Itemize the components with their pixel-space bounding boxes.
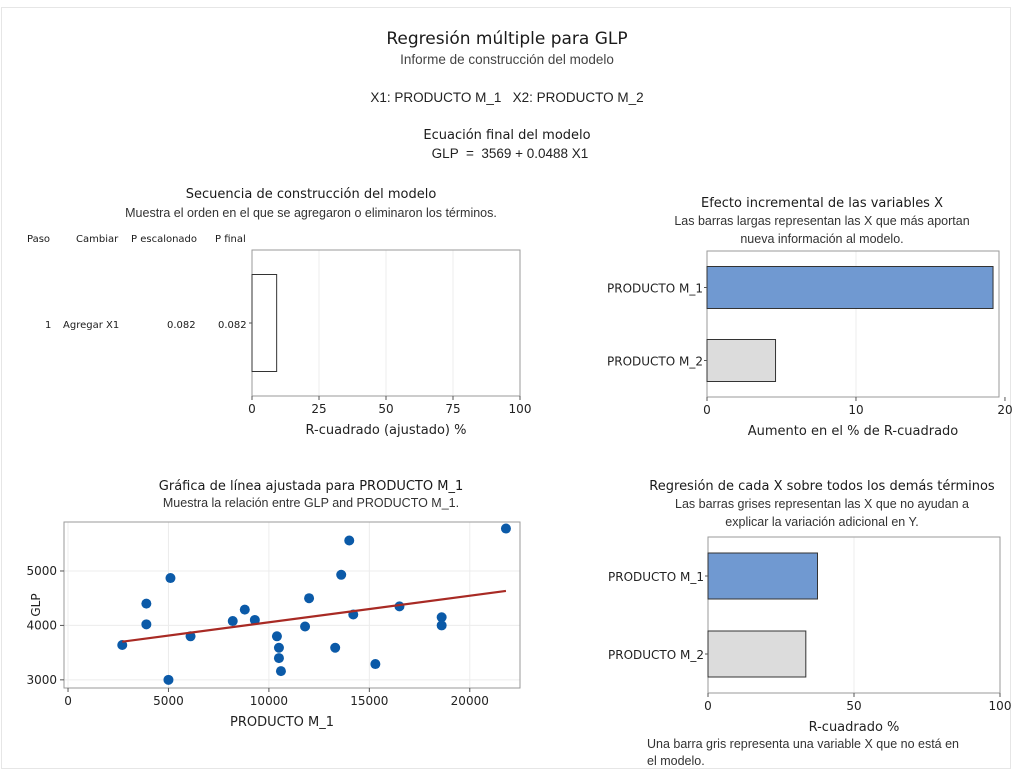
data-point xyxy=(273,653,284,664)
variables-line: X1: PRODUCTO M_1 X2: PRODUCTO M_2 xyxy=(370,90,644,105)
row-p-final: 0.082 xyxy=(218,320,247,331)
data-point xyxy=(336,569,347,580)
col-header-cambiar: Cambiar xyxy=(76,234,119,245)
regression-each-title: Regresión de cada X sobre todos los demá… xyxy=(649,479,995,494)
reg-x-tick-label: 0 xyxy=(704,699,712,713)
data-point xyxy=(271,631,282,642)
reg-bar xyxy=(707,552,818,600)
report-frame xyxy=(1,7,1011,769)
data-point xyxy=(141,598,152,609)
data-point xyxy=(304,593,315,604)
col-header-paso: Paso xyxy=(27,234,51,245)
data-point xyxy=(500,523,511,534)
fit-x-tick-label: 0 xyxy=(64,694,72,708)
inc-x-tick-label: 0 xyxy=(703,403,711,417)
data-point xyxy=(344,535,355,546)
data-point xyxy=(330,642,341,653)
col-header-p-final: P final xyxy=(215,234,246,245)
data-point xyxy=(273,642,284,653)
fit-y-tick-label: 3000 xyxy=(26,673,57,687)
reg-category-label: PRODUCTO M_2 xyxy=(608,648,704,662)
inc-bar xyxy=(706,266,994,309)
inc-x-tick-label: 10 xyxy=(848,403,863,417)
col-header-p-escalonado: P escalonado xyxy=(131,234,198,245)
inc-x-tick-label: 20 xyxy=(997,403,1012,417)
reg-x-tick-label: 50 xyxy=(846,699,861,713)
fit-y-tick-label: 5000 xyxy=(26,564,57,578)
fitted-title: Gráfica de línea ajustada para PRODUCTO … xyxy=(158,479,464,494)
sequence-description: Muestra el orden en el que se agregaron … xyxy=(125,206,497,220)
fitted-regression-line xyxy=(122,589,507,643)
inc-category-label: PRODUCTO M_1 xyxy=(607,282,703,296)
fitted-description: Muestra la relación entre GLP and PRODUC… xyxy=(162,496,460,510)
sequence-title: Secuencia de construcción del modelo xyxy=(185,187,437,202)
reg-x-tick-label: 100 xyxy=(989,699,1012,713)
data-point xyxy=(141,619,152,630)
final-equation: GLP = 3569 + 0.0488 X1 xyxy=(431,146,589,161)
incremental-description-1: Las barras largas representan las X que … xyxy=(674,214,970,228)
row-p-escalonado: 0.082 xyxy=(167,320,196,331)
reg-bar xyxy=(707,630,807,678)
reg-x-axis-label: R-cuadrado % xyxy=(809,720,900,735)
footnote-line-2: el modelo. xyxy=(647,754,705,768)
data-point xyxy=(436,620,447,631)
report-subtitle: Informe de construcción del modelo xyxy=(400,52,614,67)
inc-bar xyxy=(706,339,777,382)
data-point xyxy=(249,614,260,625)
data-point xyxy=(370,659,381,670)
seq-x-tick-label: 75 xyxy=(445,402,460,416)
data-point xyxy=(436,612,447,623)
data-point xyxy=(227,616,238,627)
row-change: Agregar X1 xyxy=(63,320,120,331)
fit-x-tick-label: 5000 xyxy=(153,694,184,708)
row-step: 1 xyxy=(45,320,52,331)
inc-category-label: PRODUCTO M_2 xyxy=(607,355,703,369)
data-point xyxy=(163,674,174,685)
data-point xyxy=(275,666,286,677)
report-title: Regresión múltiple para GLP xyxy=(386,29,628,49)
incremental-title: Efecto incremental de las variables X xyxy=(700,196,944,211)
fit-x-tick-label: 10000 xyxy=(250,694,288,708)
seq-x-tick-label: 50 xyxy=(378,402,393,416)
inc-x-axis-label: Aumento en el % de R-cuadrado xyxy=(748,424,959,439)
fit-y-axis-label: GLP xyxy=(29,593,43,616)
seq-x-tick-label: 100 xyxy=(509,402,532,416)
regression-each-description-2: explicar la variación adicional en Y. xyxy=(725,515,919,529)
data-point xyxy=(117,640,128,651)
seq-x-axis-label: R-cuadrado (ajustado) % xyxy=(306,423,467,438)
seq-x-tick-label: 25 xyxy=(311,402,326,416)
equation-title: Ecuación final del modelo xyxy=(423,128,591,143)
regression-each-description-1: Las barras grises representan las X que … xyxy=(675,497,969,511)
reg-category-label: PRODUCTO M_1 xyxy=(608,570,704,584)
seq-bar xyxy=(251,274,278,372)
data-point xyxy=(239,604,250,615)
fit-plot-frame xyxy=(63,521,521,689)
fit-x-axis-label: PRODUCTO M_1 xyxy=(230,715,334,730)
seq-x-tick-label: 0 xyxy=(248,402,256,416)
inc-plot-frame xyxy=(706,250,1000,398)
incremental-description-2: nueva información al modelo. xyxy=(740,232,904,246)
data-point xyxy=(165,573,176,584)
fit-x-tick-label: 20000 xyxy=(451,694,489,708)
fit-y-tick-label: 4000 xyxy=(26,618,57,632)
data-point xyxy=(300,621,311,632)
fit-x-tick-label: 15000 xyxy=(350,694,388,708)
footnote-line-1: Una barra gris representa una variable X… xyxy=(647,737,959,751)
